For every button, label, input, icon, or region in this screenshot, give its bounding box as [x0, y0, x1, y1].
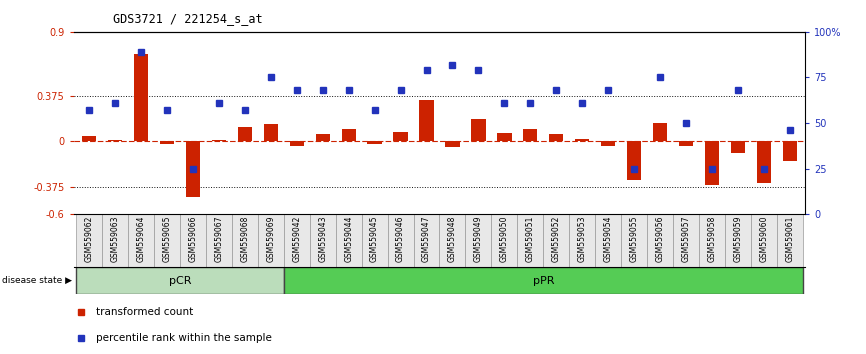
FancyBboxPatch shape	[414, 214, 439, 267]
FancyBboxPatch shape	[284, 214, 310, 267]
Text: GSM559055: GSM559055	[630, 216, 638, 262]
FancyBboxPatch shape	[751, 214, 777, 267]
Bar	[679, 141, 693, 146]
FancyBboxPatch shape	[258, 214, 284, 267]
Bar	[497, 133, 512, 141]
Bar	[601, 141, 616, 146]
FancyBboxPatch shape	[699, 214, 725, 267]
Bar	[705, 141, 719, 185]
FancyBboxPatch shape	[180, 214, 206, 267]
Bar	[523, 129, 538, 141]
Bar	[82, 136, 96, 141]
Bar	[263, 124, 278, 141]
Text: GSM559066: GSM559066	[189, 216, 197, 262]
Text: pCR: pCR	[169, 275, 191, 286]
Text: GSM559058: GSM559058	[708, 216, 716, 262]
Text: GSM559057: GSM559057	[682, 216, 690, 262]
Text: percentile rank within the sample: percentile rank within the sample	[95, 333, 271, 343]
Bar	[160, 141, 174, 144]
Text: GSM559045: GSM559045	[370, 216, 379, 262]
FancyBboxPatch shape	[439, 214, 465, 267]
FancyBboxPatch shape	[128, 214, 154, 267]
FancyBboxPatch shape	[336, 214, 362, 267]
Text: GSM559052: GSM559052	[552, 216, 561, 262]
FancyBboxPatch shape	[102, 214, 128, 267]
Text: GSM559050: GSM559050	[500, 216, 509, 262]
Bar	[419, 100, 434, 141]
FancyBboxPatch shape	[543, 214, 569, 267]
FancyBboxPatch shape	[725, 214, 751, 267]
Bar	[367, 141, 382, 144]
Text: GSM559063: GSM559063	[111, 216, 120, 262]
FancyBboxPatch shape	[362, 214, 388, 267]
Bar	[783, 141, 797, 161]
FancyBboxPatch shape	[284, 267, 803, 294]
Bar	[186, 141, 200, 197]
Bar	[289, 141, 304, 146]
FancyBboxPatch shape	[310, 214, 336, 267]
Text: GSM559043: GSM559043	[318, 216, 327, 262]
Bar	[731, 141, 745, 153]
Text: GSM559059: GSM559059	[734, 216, 742, 262]
Bar	[108, 140, 122, 141]
Bar	[445, 141, 460, 147]
FancyBboxPatch shape	[206, 214, 232, 267]
Bar	[757, 141, 771, 183]
Text: GSM559069: GSM559069	[267, 216, 275, 262]
Bar	[627, 141, 641, 180]
Text: disease state ▶: disease state ▶	[2, 276, 72, 285]
Bar	[653, 123, 667, 141]
Text: GSM559064: GSM559064	[137, 216, 145, 262]
FancyBboxPatch shape	[154, 214, 180, 267]
FancyBboxPatch shape	[595, 214, 621, 267]
FancyBboxPatch shape	[517, 214, 543, 267]
Text: GSM559051: GSM559051	[526, 216, 535, 262]
Text: GSM559067: GSM559067	[215, 216, 223, 262]
Bar	[393, 132, 408, 141]
Text: GSM559062: GSM559062	[85, 216, 94, 262]
FancyBboxPatch shape	[777, 214, 803, 267]
Text: GDS3721 / 221254_s_at: GDS3721 / 221254_s_at	[113, 12, 262, 25]
Text: GSM559065: GSM559065	[163, 216, 171, 262]
FancyBboxPatch shape	[491, 214, 517, 267]
Text: GSM559054: GSM559054	[604, 216, 612, 262]
Text: GSM559044: GSM559044	[344, 216, 353, 262]
FancyBboxPatch shape	[232, 214, 258, 267]
Text: GSM559061: GSM559061	[785, 216, 794, 262]
Text: GSM559049: GSM559049	[474, 216, 483, 262]
Bar	[575, 139, 590, 141]
Text: GSM559068: GSM559068	[241, 216, 249, 262]
FancyBboxPatch shape	[76, 267, 284, 294]
Bar	[238, 127, 252, 141]
Bar	[134, 54, 148, 141]
FancyBboxPatch shape	[76, 214, 102, 267]
Bar	[315, 134, 330, 141]
Text: GSM559047: GSM559047	[422, 216, 431, 262]
FancyBboxPatch shape	[465, 214, 491, 267]
Bar	[341, 129, 356, 141]
Text: GSM559042: GSM559042	[292, 216, 301, 262]
Text: GSM559046: GSM559046	[396, 216, 405, 262]
Text: GSM559056: GSM559056	[656, 216, 664, 262]
FancyBboxPatch shape	[388, 214, 414, 267]
FancyBboxPatch shape	[569, 214, 595, 267]
Bar	[471, 119, 486, 141]
FancyBboxPatch shape	[673, 214, 699, 267]
Bar	[549, 134, 564, 141]
Text: GSM559048: GSM559048	[448, 216, 457, 262]
Text: transformed count: transformed count	[95, 307, 193, 317]
Text: GSM559053: GSM559053	[578, 216, 587, 262]
FancyBboxPatch shape	[647, 214, 673, 267]
Text: pPR: pPR	[533, 275, 554, 286]
FancyBboxPatch shape	[621, 214, 647, 267]
Text: GSM559060: GSM559060	[759, 216, 768, 262]
Bar	[212, 140, 226, 141]
